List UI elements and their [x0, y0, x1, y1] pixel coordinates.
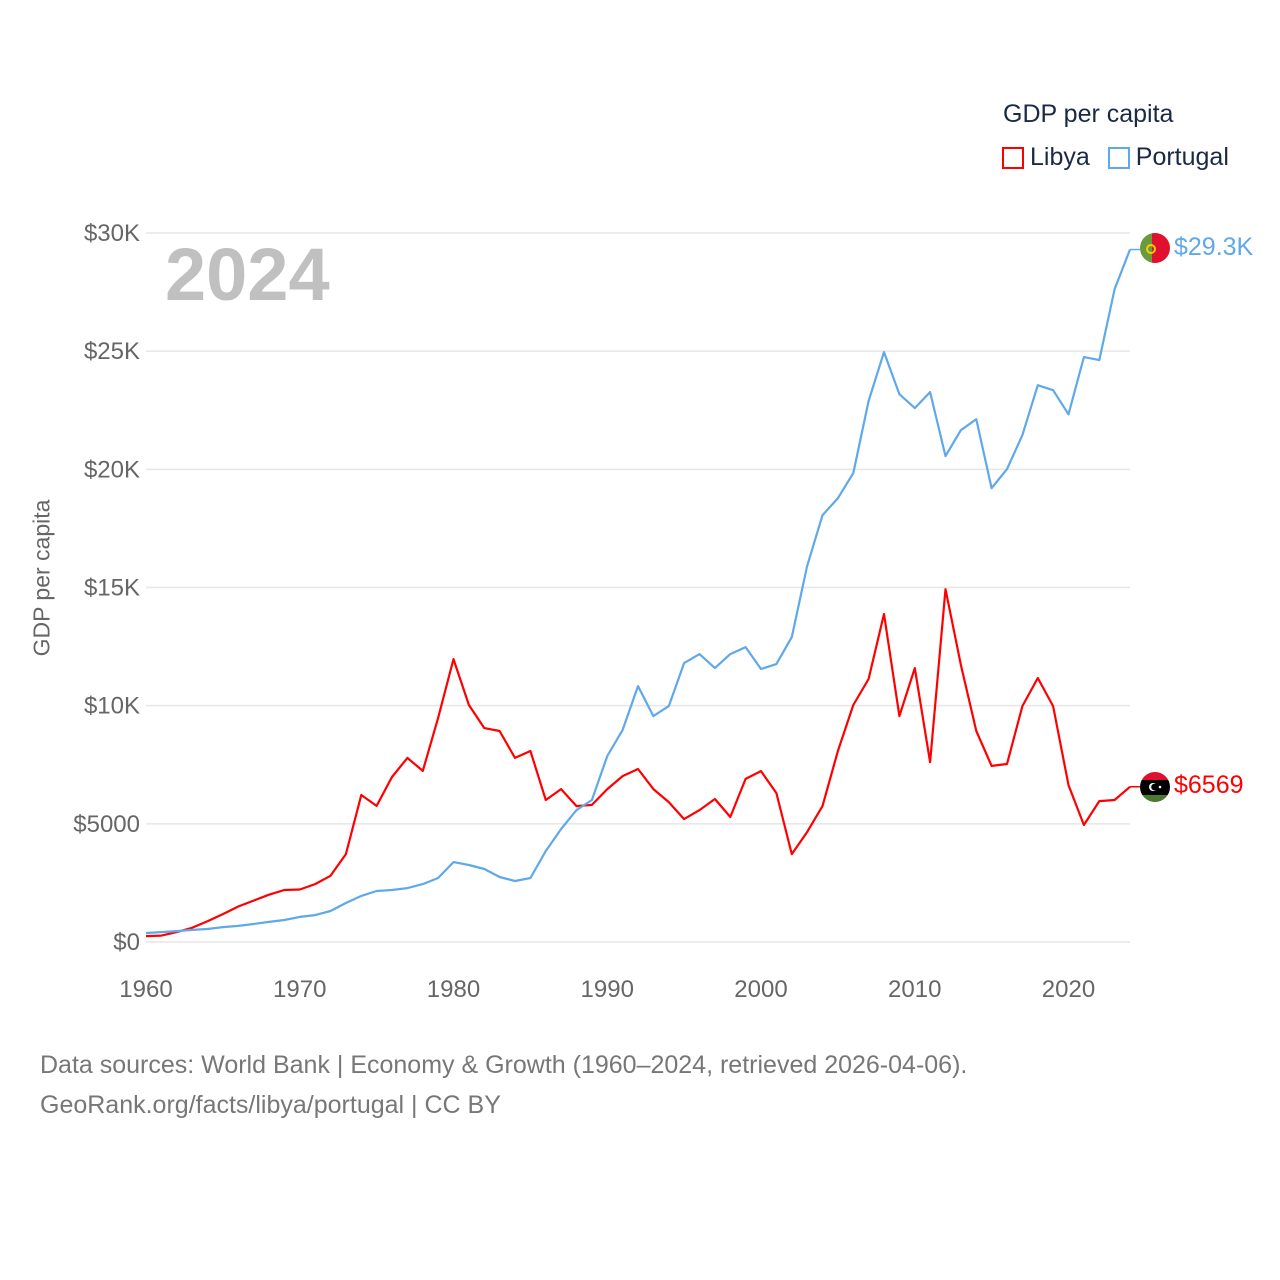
y-tick-label: $15K	[84, 575, 140, 602]
y-tick-label: $0	[113, 929, 140, 956]
legend-label-portugal: Portugal	[1135, 143, 1229, 171]
series-line-libya	[145, 588, 1131, 938]
legend-item-libya[interactable]: Libya	[1002, 143, 1090, 172]
y-tick-label: $30K	[84, 220, 140, 247]
legend-label-libya: Libya	[1030, 143, 1090, 171]
footer-sources: Data sources: World Bank | Economy & Gro…	[40, 1051, 968, 1079]
y-tick-label: $10K	[84, 693, 140, 720]
x-tick-label: 1980	[427, 976, 480, 1003]
year-watermark: 2024	[165, 233, 330, 316]
legend-title: GDP per capita	[1003, 100, 1174, 128]
x-tick-label: 1960	[119, 976, 172, 1003]
footer: Data sources: World Bank | Economy & Gro…	[40, 1045, 967, 1125]
legend: Libya Portugal	[1002, 143, 1229, 172]
legend-swatch-libya	[1002, 146, 1024, 169]
x-tick-label: 1970	[273, 976, 326, 1003]
x-tick-label: 2020	[1042, 976, 1095, 1003]
footer-link[interactable]: GeoRank.org/facts/libya/portugal | CC BY	[40, 1091, 501, 1119]
y-axis-label: GDP per capita	[28, 499, 55, 657]
y-tick-label: $25K	[84, 338, 140, 365]
legend-swatch-portugal	[1107, 146, 1130, 169]
series-line-portugal	[145, 249, 1132, 935]
y-tick-label: $5000	[73, 811, 140, 838]
legend-item-portugal[interactable]: Portugal	[1107, 143, 1229, 172]
y-tick-label: $20K	[84, 456, 140, 483]
x-tick-label: 2010	[888, 976, 941, 1003]
portugal-end-label: $29.3K	[1174, 233, 1254, 261]
x-tick-label: 1990	[581, 976, 634, 1003]
libya-end-label: $6569	[1174, 771, 1244, 799]
x-tick-label: 2000	[734, 976, 787, 1003]
